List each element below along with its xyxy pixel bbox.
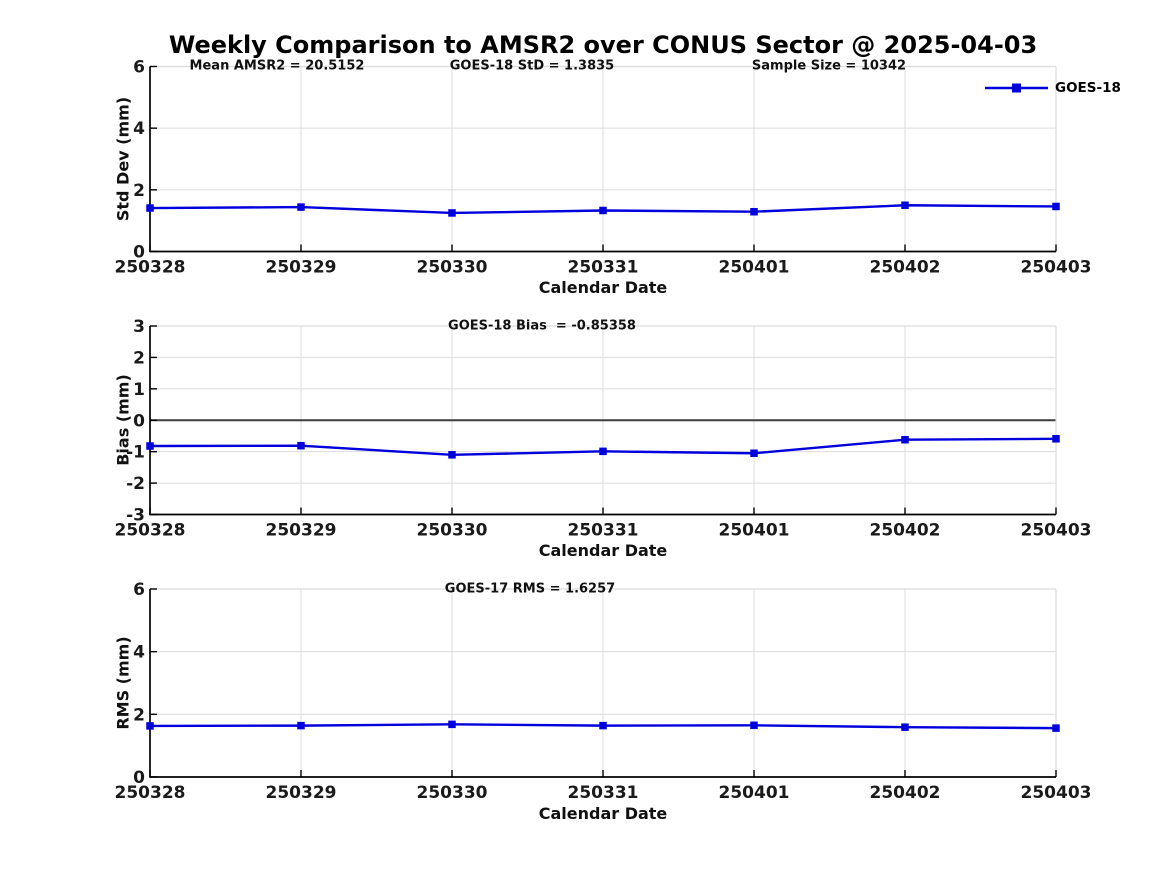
data-marker [448, 209, 456, 217]
annotation-sample-size: Sample Size = 10342 [751, 58, 907, 74]
y-tick-label: 1 [133, 380, 145, 400]
chart-title: Weekly Comparison to AMSR2 over CONUS Se… [168, 31, 1038, 59]
data-marker [297, 203, 305, 211]
data-marker [901, 723, 909, 731]
x-tick-label: 250401 [719, 521, 790, 541]
y-tick-label: 6 [133, 58, 145, 78]
y-tick-label: -2 [126, 474, 145, 494]
y-tick-label: 2 [133, 348, 145, 368]
y-tick-label: 0 [133, 411, 145, 431]
x-tick-label: 250403 [1021, 783, 1092, 803]
data-marker [1052, 435, 1060, 443]
data-marker [750, 207, 758, 216]
x-tick-label: 250330 [417, 783, 488, 803]
data-marker [599, 206, 607, 215]
annotation-goes18-bias: GOES-18 Bias = -0.85358 [448, 318, 636, 334]
y-axis-label-rms: RMS (mm) [113, 636, 133, 730]
y-tick-label: 2 [133, 705, 145, 725]
data-marker [599, 447, 607, 456]
x-tick-label: 250401 [719, 258, 790, 278]
x-tick-label: 250331 [568, 258, 639, 278]
y-tick-label: 0 [133, 243, 145, 263]
x-tick-label: 250329 [266, 521, 337, 541]
y-axis-label-std-dev: Std Dev (mm) [113, 96, 133, 222]
data-marker [750, 449, 758, 457]
x-tick-label: 250401 [719, 783, 790, 803]
annotation-goes17-rms: GOES-17 RMS = 1.6257 [444, 581, 616, 597]
x-tick-label: 250328 [115, 783, 186, 803]
data-marker [146, 442, 154, 450]
x-tick-label: 250403 [1021, 521, 1092, 541]
data-marker [599, 721, 607, 730]
y-tick-label: 4 [133, 119, 145, 139]
y-tick-label: -1 [126, 443, 145, 463]
x-tick-label: 250403 [1021, 258, 1092, 278]
x-axis-label-top: Calendar Date [538, 278, 668, 297]
data-marker [297, 441, 305, 450]
x-axis-label-middle: Calendar Date [538, 541, 668, 560]
data-marker [1052, 202, 1060, 211]
legend: GOES-18 [985, 80, 1121, 96]
data-marker [297, 721, 305, 730]
x-tick-label: 250402 [870, 521, 941, 541]
x-tick-label: 250331 [568, 521, 639, 541]
data-marker [901, 201, 909, 209]
y-tick-label: 3 [133, 317, 145, 337]
data-marker [1052, 724, 1060, 732]
x-tick-label: 250329 [266, 783, 337, 803]
y-axis-label-bias: Bias (mm) [113, 374, 133, 466]
data-marker [750, 721, 758, 730]
y-tick-label: 2 [133, 181, 145, 201]
y-tick-label: 0 [133, 768, 145, 788]
annotation-goes18-std: GOES-18 StD = 1.3835 [449, 58, 615, 74]
x-tick-label: 250330 [417, 521, 488, 541]
data-marker [146, 722, 154, 730]
x-tick-label: 250330 [417, 258, 488, 278]
x-tick-label: 250402 [870, 258, 941, 278]
y-tick-label: 4 [133, 643, 145, 663]
legend-label: GOES-18 [1055, 80, 1121, 96]
data-marker [901, 435, 909, 444]
legend-line-icon [985, 83, 1048, 93]
y-tick-label: -3 [126, 506, 145, 526]
x-tick-label: 250331 [568, 783, 639, 803]
x-tick-label: 250329 [266, 258, 337, 278]
x-tick-label: 250402 [870, 783, 941, 803]
y-tick-label: 6 [133, 580, 145, 600]
x-tick-label: 250328 [115, 521, 186, 541]
x-tick-label: 250328 [115, 258, 186, 278]
data-marker [448, 451, 456, 459]
x-axis-label-bottom: Calendar Date [538, 804, 668, 823]
annotation-mean-amsr2: Mean AMSR2 = 20.5152 [189, 58, 365, 74]
data-marker [146, 204, 154, 212]
data-marker [448, 720, 456, 729]
